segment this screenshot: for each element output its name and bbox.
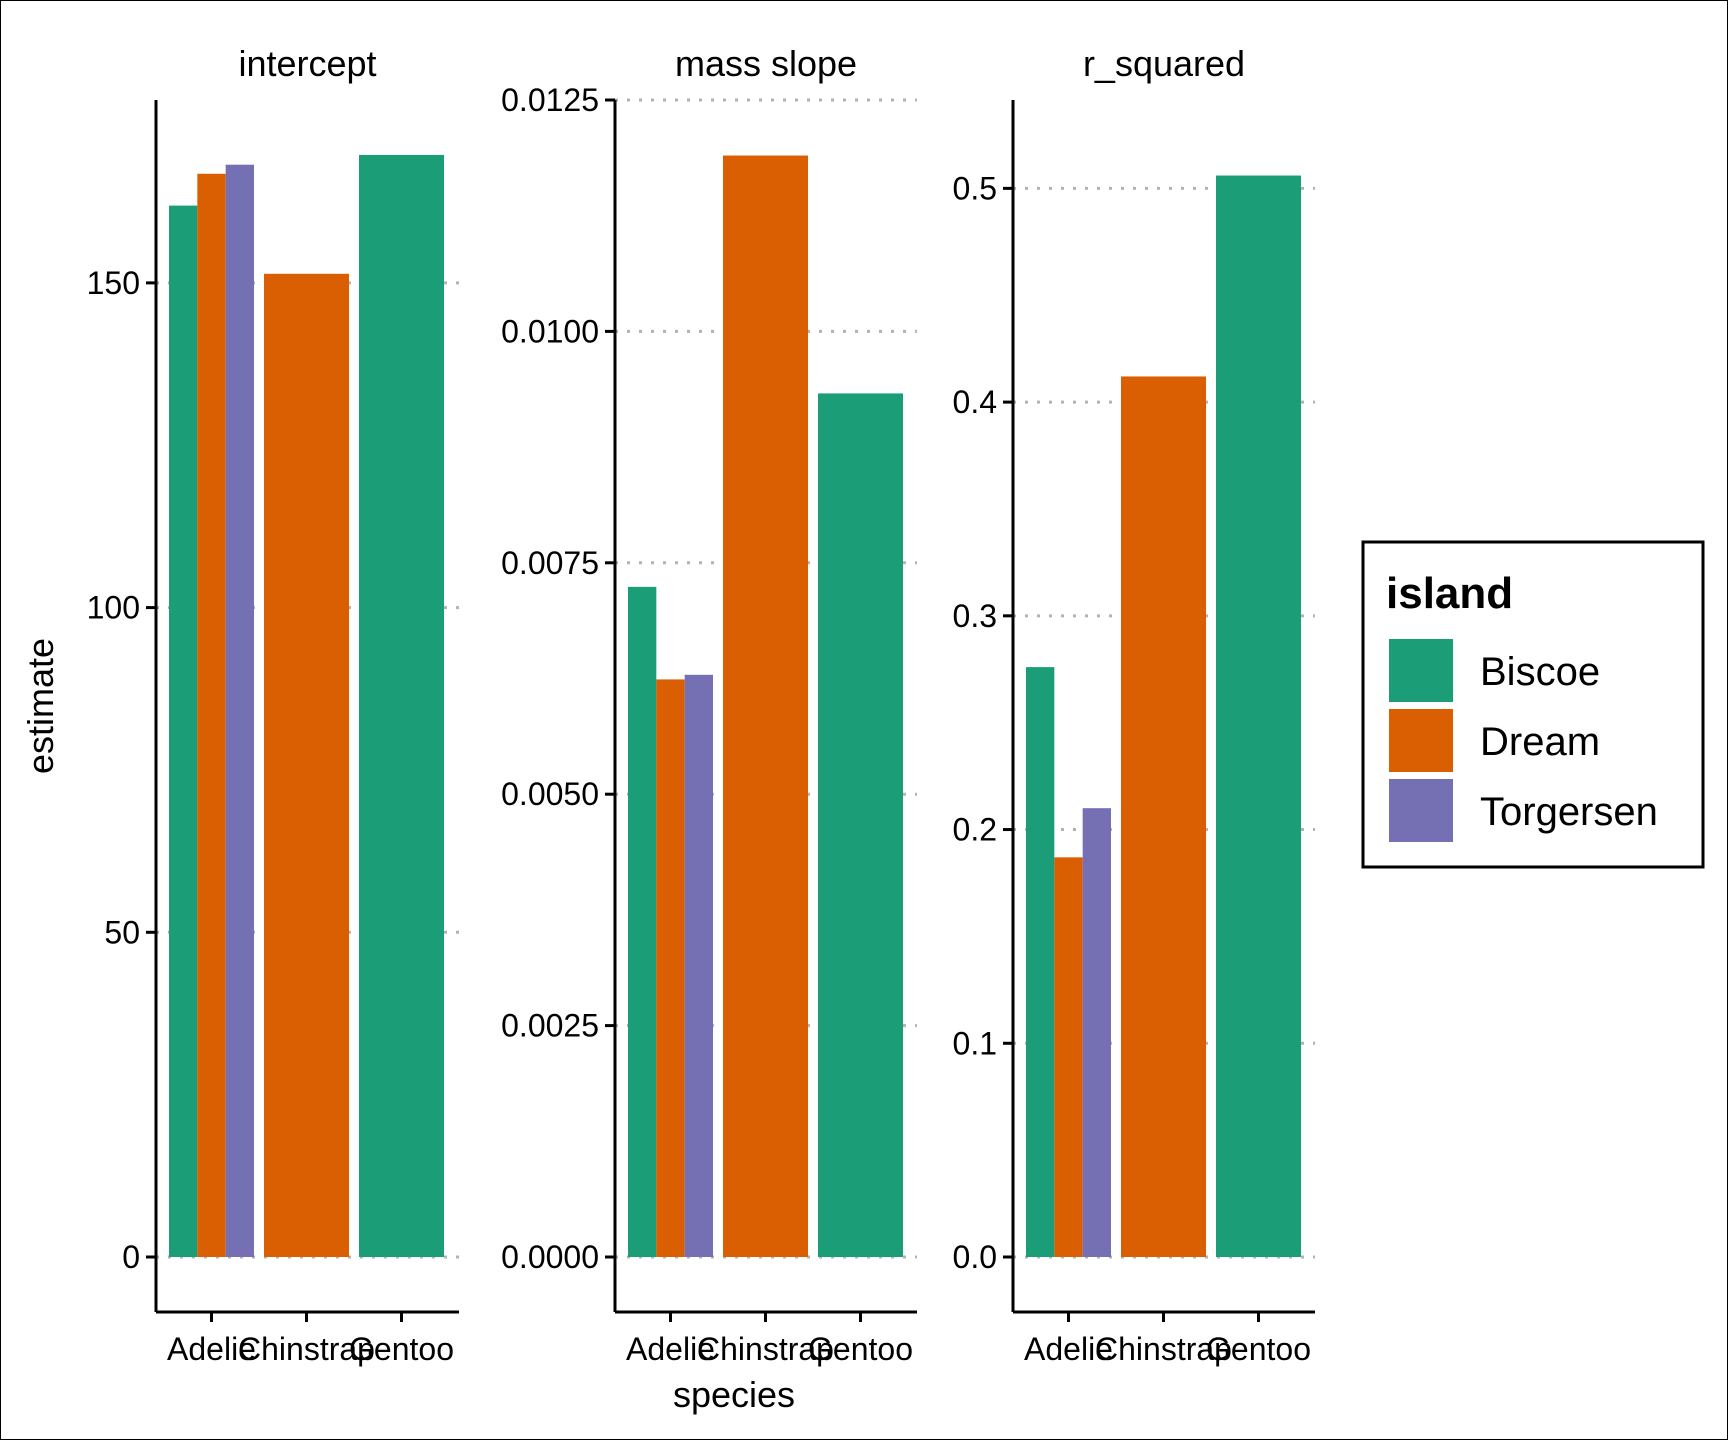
legend-swatch-torgersen bbox=[1389, 779, 1453, 842]
bar-adelie-biscoe bbox=[628, 586, 657, 1257]
x-tick-label-chinstrap: Chinstrap bbox=[1095, 1331, 1232, 1367]
y-tick-label: 0.2 bbox=[953, 812, 997, 848]
y-tick-label: 0.4 bbox=[953, 384, 997, 420]
bar-gentoo-biscoe bbox=[818, 393, 903, 1258]
y-tick-label: 0.0100 bbox=[501, 313, 599, 349]
bar-adelie-torgersen bbox=[1082, 808, 1111, 1257]
panels-layer: intercept050100150AdelieChinstrapGentoom… bbox=[87, 43, 1315, 1367]
bar-adelie-torgersen bbox=[225, 164, 254, 1257]
y-tick-label: 0.3 bbox=[953, 598, 997, 634]
bar-adelie-dream bbox=[1054, 857, 1083, 1257]
y-tick-label: 100 bbox=[87, 590, 140, 626]
x-tick-label-chinstrap: Chinstrap bbox=[697, 1331, 834, 1367]
bar-gentoo-biscoe bbox=[1216, 175, 1301, 1257]
y-tick-label: 0.0075 bbox=[501, 545, 599, 581]
panel-r-squared: r_squared 0.0 0.1 0.2 0.3 0.4 0.5 AdelieChinstr… bbox=[953, 43, 1315, 1367]
x-tick-label-adelie: Adelie bbox=[1024, 1331, 1113, 1367]
y-tick-label: 0.0000 bbox=[501, 1239, 599, 1275]
panel-title: intercept bbox=[238, 43, 376, 84]
bar-chinstrap-dream bbox=[264, 273, 349, 1257]
legend: island Biscoe Dream Torgersen bbox=[1361, 540, 1705, 869]
panel-title: r_squared bbox=[1083, 43, 1245, 84]
bar-adelie-biscoe bbox=[1026, 667, 1055, 1257]
legend-label-dream: Dream bbox=[1480, 720, 1600, 764]
x-tick-label-gentoo: Gentoo bbox=[349, 1331, 454, 1367]
panel-title: mass slope bbox=[675, 43, 857, 84]
y-tick-label: 0.1 bbox=[953, 1025, 997, 1061]
bar-gentoo-biscoe bbox=[359, 154, 444, 1257]
bar-chinstrap-dream bbox=[723, 155, 808, 1257]
bar-adelie-biscoe bbox=[169, 205, 198, 1258]
x-tick-label-gentoo: Gentoo bbox=[1206, 1331, 1311, 1367]
x-tick-label-gentoo: Gentoo bbox=[808, 1331, 913, 1367]
y-tick-label: 0.0025 bbox=[501, 1008, 599, 1044]
bar-adelie-torgersen bbox=[684, 674, 713, 1257]
y-axis-title: estimate bbox=[20, 638, 61, 774]
y-tick-label: 150 bbox=[87, 265, 140, 301]
x-axis-title: species bbox=[673, 1374, 795, 1415]
legend-items: Biscoe Dream Torgersen bbox=[1389, 639, 1658, 842]
y-tick-label: 0.0050 bbox=[501, 776, 599, 812]
y-tick-label: 0.0125 bbox=[501, 82, 599, 118]
bar-adelie-dream bbox=[197, 173, 226, 1258]
legend-label-biscoe: Biscoe bbox=[1480, 650, 1600, 694]
y-tick-label: 0.0 bbox=[953, 1239, 997, 1275]
x-tick-label-adelie: Adelie bbox=[167, 1331, 256, 1367]
y-tick-label: 0.5 bbox=[953, 170, 997, 206]
bar-chinstrap-dream bbox=[1121, 376, 1206, 1257]
y-tick-label: 0 bbox=[122, 1239, 140, 1275]
x-tick-label-chinstrap: Chinstrap bbox=[238, 1331, 375, 1367]
legend-label-torgersen: Torgersen bbox=[1480, 790, 1658, 834]
legend-title: island bbox=[1386, 569, 1513, 618]
y-tick-label: 50 bbox=[104, 914, 140, 950]
x-tick-label-adelie: Adelie bbox=[626, 1331, 715, 1367]
panel-mass-slope: mass slope 0.0000 0.0025 0.0050 0.0075 0.0100… bbox=[501, 43, 917, 1367]
bar-adelie-dream bbox=[656, 679, 685, 1257]
legend-swatch-dream bbox=[1389, 709, 1453, 772]
legend-swatch-biscoe bbox=[1389, 639, 1453, 702]
